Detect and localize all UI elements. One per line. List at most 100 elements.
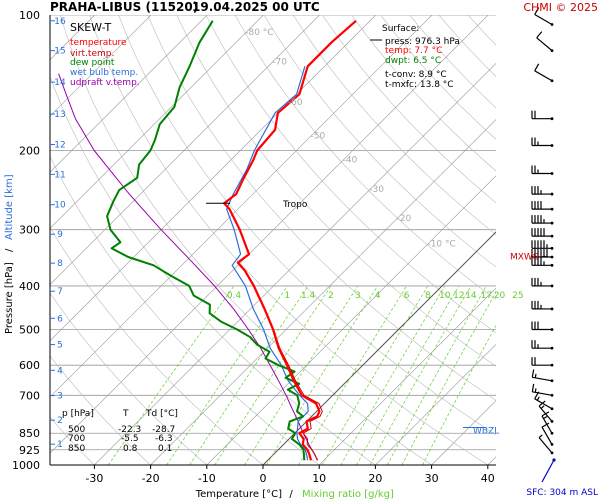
x-tick-label: 0: [260, 472, 267, 485]
pressure-tick-label: 850: [19, 427, 40, 440]
altitude-tick-label: 1: [57, 440, 63, 450]
pressure-tick-label: 700: [19, 389, 40, 402]
levels-table: p [hPa] T Td [°C] 500 -22.3 -28.7 700 -5…: [62, 409, 178, 454]
wind-barb-flag: [541, 411, 550, 417]
wind-barb: [536, 31, 554, 53]
altitude-tick-label: 12: [54, 141, 65, 151]
isotherm-label: -50: [311, 131, 326, 141]
wind-barb-dot: [550, 346, 554, 350]
dry-adiabat: [205, 15, 496, 334]
mixing-ratio-label: 12: [453, 291, 464, 301]
wind-barb-half-flag: [538, 434, 543, 439]
legend-item-temperature: temperature: [70, 38, 127, 48]
mixing-ratio-label: 1: [284, 291, 290, 301]
surface-tconv: t-conv: 8.9 °C: [385, 70, 447, 80]
tropopause-label: Tropo: [282, 200, 308, 210]
wind-barb-column: [531, 7, 556, 483]
series-line-wet-bulb-temp-: [226, 66, 309, 461]
wind-barb-dot: [550, 234, 554, 238]
wind-barb-dot: [550, 246, 554, 250]
isotherm-label: -70: [272, 57, 287, 67]
altitude-tick-label: 11: [54, 170, 65, 180]
wbzl-label: WBZL: [473, 427, 499, 437]
wind-barb: [541, 422, 554, 446]
pressure-tick-label: 200: [19, 144, 40, 157]
wind-barb: [531, 165, 554, 175]
wind-barb-flag: [534, 7, 540, 15]
wind-barb-dot: [550, 363, 554, 367]
wind-barb: [531, 357, 554, 367]
altitude-tick-label: 16: [54, 17, 66, 27]
credit-label: CHMI © 2025: [523, 1, 598, 14]
mixing-ratio-label: 0.4: [227, 291, 242, 301]
wind-barb-dot: [550, 263, 554, 267]
isotherm: [150, 119, 496, 465]
dry-adiabat: [176, 15, 496, 367]
dry-adiabat: [118, 15, 496, 436]
altitude-tick-label: 6: [57, 314, 63, 324]
table-cell-p-500: 500: [68, 425, 85, 435]
mixing-ratio-line: [369, 285, 472, 465]
wind-barb-dot: [550, 328, 554, 331]
pressure-tick-label: 100: [19, 9, 40, 22]
y-axis-title-altitude: Altitude [km]: [4, 174, 15, 240]
mixing-ratio-label: 2: [328, 291, 334, 301]
isotherm-label: -60: [288, 98, 303, 108]
wind-barb-half-flag: [543, 415, 548, 420]
x-tick-label: 10: [312, 472, 326, 485]
mixing-ratio-label: 25: [512, 291, 523, 301]
x-tick-label: 20: [368, 472, 382, 485]
dry-adiabat: [322, 15, 496, 204]
mixing-ratio-line: [340, 285, 446, 465]
wind-barb: [531, 383, 554, 397]
mixing-ratio-label: 6: [404, 291, 410, 301]
y-axis-title-pressure: Pressure [hPa]: [4, 262, 15, 334]
wind-barb: [534, 7, 554, 26]
wind-barb-dot: [550, 23, 554, 26]
wind-barb-dot: [550, 407, 554, 411]
wind-barb-staff: [534, 398, 553, 410]
mixing-ratio-label: 3: [355, 291, 361, 301]
x-axis-title-mixing: Mixing ratio [g/kg]: [302, 489, 394, 500]
isotherm-label: -20: [397, 214, 412, 224]
isotherm: [50, 15, 208, 173]
dry-adiabat: [50, 416, 95, 465]
wind-barb-flag: [534, 391, 540, 400]
wind-barb-staff: [534, 13, 553, 26]
surface-press: press: 976.3 hPa: [385, 37, 460, 47]
wind-barb-dot: [550, 443, 554, 446]
mixing-ratio-label: 10: [439, 291, 451, 301]
wind-barb-dot: [550, 255, 554, 259]
wind-barb-dot: [550, 144, 554, 147]
table-cell-td-500: -28.7: [152, 425, 175, 435]
legend-item-dew-point: dew point: [70, 58, 115, 68]
wind-barb: [538, 434, 554, 455]
isotherm-label: -40: [343, 156, 358, 166]
dry-adiabat: [60, 15, 432, 465]
mxws-label: MXWS: [510, 253, 539, 263]
x-tick-label: -10: [198, 472, 216, 485]
grid-layer: [50, 15, 496, 465]
mixing-ratio-label: 20: [494, 291, 506, 301]
isotherm: [262, 231, 496, 465]
wind-barb-dot: [550, 379, 554, 383]
legend-item-updraft: udpraft v.temp.: [70, 78, 140, 88]
wind-barb-half-flag: [536, 396, 540, 401]
isotherm: [50, 15, 489, 454]
mixing-ratio-line: [356, 285, 460, 465]
surface-wind-dot: [552, 458, 556, 462]
isotherm-label: -30: [369, 185, 384, 195]
pressure-tick-label: 400: [19, 280, 40, 293]
table-header-td: Td [°C]: [145, 409, 178, 419]
dry-adiabat: [89, 15, 488, 465]
mixing-ratio-label: 1.4: [301, 291, 316, 301]
pressure-tick-label: 500: [19, 324, 40, 337]
altitude-tick-label: 8: [57, 259, 63, 269]
altitude-tick-label: 15: [54, 47, 65, 57]
wind-barb-dot: [550, 192, 554, 196]
isotherm: [50, 15, 152, 117]
wind-barb: [531, 277, 554, 288]
mixing-ratio-label: 17: [481, 291, 492, 301]
mixing-ratio-line: [189, 285, 309, 465]
